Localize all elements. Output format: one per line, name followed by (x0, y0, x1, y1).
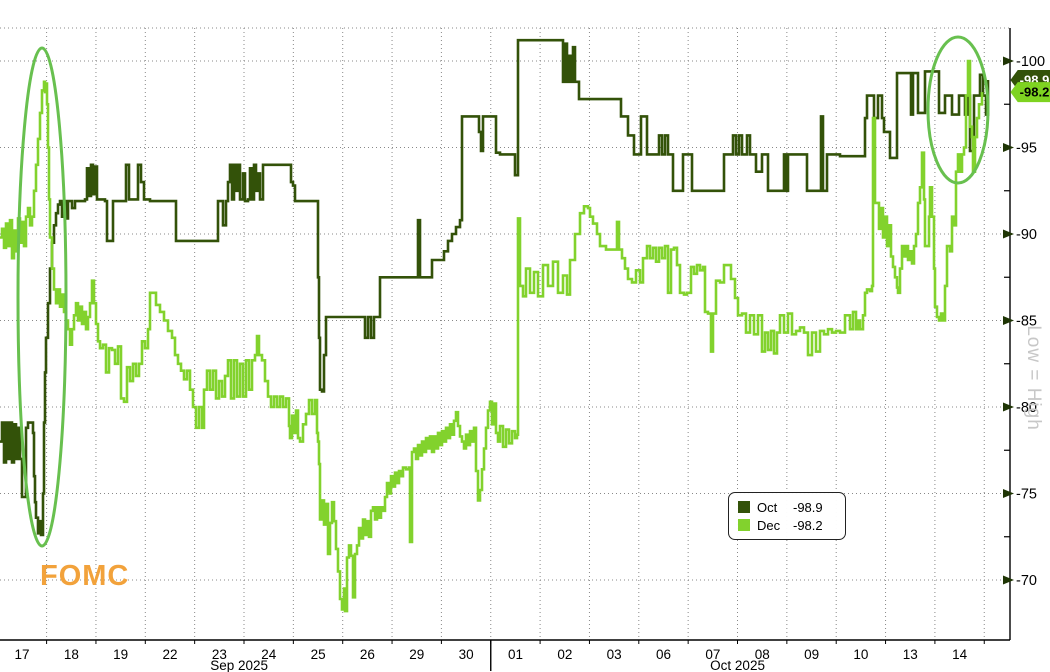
svg-text:24: 24 (261, 647, 277, 662)
svg-text:25: 25 (311, 647, 326, 662)
fomc-ellipse (16, 46, 68, 548)
svg-text:19: 19 (113, 647, 128, 662)
legend-item-dec: Dec -98.2 (738, 516, 837, 534)
svg-text:06: 06 (656, 647, 671, 662)
svg-text:09: 09 (804, 647, 819, 662)
legend: Oct -98.9 Dec -98.2 (728, 492, 846, 540)
legend-swatch-oct (738, 501, 750, 513)
svg-text:-90: -90 (1016, 227, 1037, 243)
recent-move-ellipse (926, 35, 990, 185)
svg-text:30: 30 (459, 647, 474, 662)
svg-text:Oct 2025: Oct 2025 (710, 658, 765, 672)
svg-text:08: 08 (755, 647, 770, 662)
legend-label-dec: Dec (757, 517, 781, 533)
svg-text:26: 26 (360, 647, 375, 662)
svg-text:-80: -80 (1016, 400, 1037, 416)
svg-text:-85: -85 (1016, 314, 1037, 330)
series-dec-line (0, 59, 984, 613)
svg-text:01: 01 (508, 647, 523, 662)
svg-text:10: 10 (853, 647, 868, 662)
legend-item-oct: Oct -98.9 (738, 498, 837, 516)
svg-text:29: 29 (409, 647, 424, 662)
series-oct-line (0, 38, 990, 537)
svg-text:-75: -75 (1016, 487, 1037, 503)
svg-text:-70: -70 (1016, 573, 1037, 589)
svg-text:17: 17 (14, 647, 29, 662)
svg-text:18: 18 (64, 647, 79, 662)
svg-text:22: 22 (163, 647, 178, 662)
svg-text:13: 13 (903, 647, 918, 662)
svg-text:-100: -100 (1016, 54, 1045, 70)
legend-value-oct: -98.9 (793, 499, 823, 515)
svg-text:07: 07 (705, 647, 720, 662)
svg-text:02: 02 (557, 647, 572, 662)
y-axis-title: Low = High (1023, 325, 1044, 431)
legend-label-oct: Oct (757, 499, 778, 515)
legend-swatch-dec (738, 519, 750, 531)
svg-text:-95: -95 (1016, 141, 1037, 157)
svg-text:03: 03 (607, 647, 622, 662)
svg-text:23: 23 (212, 647, 227, 662)
fomc-annotation: FOMC (40, 560, 130, 592)
svg-text:14: 14 (952, 647, 968, 662)
legend-value-dec: -98.2 (793, 517, 823, 533)
svg-text:-98.2: -98.2 (1020, 85, 1050, 100)
last-price-tag-dec: -98.2 (1010, 82, 1050, 103)
svg-text:Sep 2025: Sep 2025 (210, 658, 268, 672)
